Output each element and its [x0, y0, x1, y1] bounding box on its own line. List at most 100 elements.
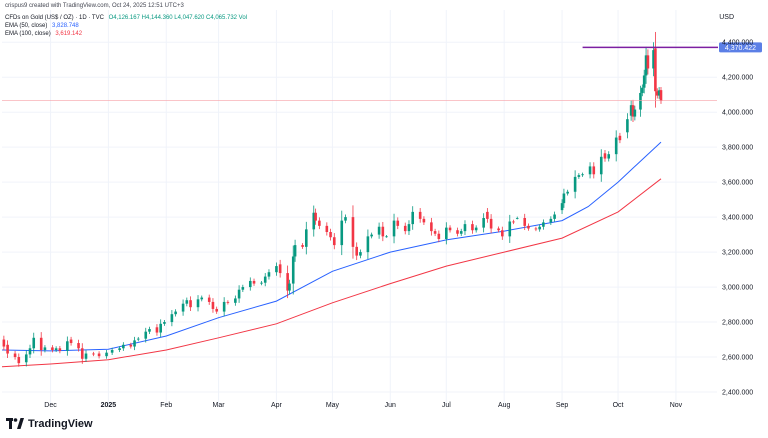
candle-body [189, 300, 192, 308]
candle-body [105, 352, 108, 357]
candle [515, 216, 519, 220]
currency-label[interactable]: USD [719, 14, 734, 21]
ema50-series [1, 141, 662, 352]
candle [66, 336, 69, 356]
candle-body [411, 211, 415, 225]
candle [618, 132, 622, 144]
candle [263, 273, 267, 287]
x-tick-label: Aug [498, 402, 511, 409]
candle-body [626, 119, 629, 133]
candle-body [332, 237, 336, 246]
candle [260, 281, 263, 286]
candle-body [403, 225, 407, 232]
tradingview-logo-icon [6, 418, 24, 429]
candle [527, 223, 530, 231]
candle [118, 346, 121, 353]
x-tick-label: Oct [613, 402, 624, 409]
legend-ema100-row[interactable]: EMA (100, close) 3,619.142 [5, 30, 247, 38]
candle [646, 49, 650, 75]
candle-body [344, 217, 347, 221]
candle [80, 343, 84, 364]
candle-body [174, 311, 177, 315]
candle-body [318, 220, 321, 226]
candle [2, 335, 6, 351]
candle-body [148, 329, 151, 332]
candle [185, 297, 189, 307]
candle [655, 88, 659, 99]
candle-body [448, 227, 452, 231]
candle-body [641, 87, 644, 93]
candle [538, 224, 541, 232]
candle [32, 332, 36, 354]
candle-body [562, 193, 566, 204]
candle-body [588, 166, 592, 175]
candle [129, 342, 133, 349]
candle [226, 300, 230, 305]
candle [639, 85, 642, 117]
candle-body [392, 220, 396, 237]
legend-ema50-row[interactable]: EMA (50, close) 3,828.748 [5, 22, 247, 30]
symbol-title[interactable]: CFDs on Gold (US$ / OZ) · 1D · TVC [5, 15, 104, 21]
x-tick-label: 2025 [101, 402, 117, 409]
candle [370, 232, 373, 239]
candle-body [629, 105, 633, 116]
candle-body [51, 347, 54, 351]
candle-body [312, 212, 316, 230]
candle-body [6, 344, 9, 354]
tradingview-logo[interactable]: TradingView [6, 418, 93, 430]
candle-body [163, 322, 166, 324]
candle [471, 220, 474, 234]
candle [381, 221, 385, 242]
candle [248, 277, 252, 291]
candle [159, 319, 162, 338]
candle-body [607, 154, 611, 159]
candle-body [110, 350, 114, 353]
y-tick-label: 4,000.000 [722, 110, 753, 117]
tradingview-wordmark: TradingView [28, 418, 93, 430]
candle-body [497, 228, 500, 231]
candle-body [181, 303, 185, 312]
candle [105, 350, 108, 359]
candle [577, 173, 581, 179]
candle-body [215, 308, 218, 312]
candle [351, 205, 355, 259]
y-tick-label: 3,400.000 [722, 215, 753, 222]
candle-body [512, 221, 515, 223]
candle-body [657, 90, 661, 96]
candle-body [599, 156, 603, 175]
candle-body [659, 90, 663, 101]
candle [445, 222, 448, 245]
candle [241, 284, 245, 293]
candle [542, 219, 545, 230]
candle-body [633, 109, 637, 117]
candle-body [534, 228, 538, 230]
y-tick-label: 4,400.000 [722, 40, 753, 47]
candle-body [407, 224, 411, 232]
candle [84, 350, 88, 363]
candle-body [422, 218, 426, 223]
candle [237, 285, 241, 303]
candle [340, 210, 344, 256]
candle-body [573, 176, 577, 192]
candle-body [396, 220, 400, 226]
candle [286, 265, 289, 299]
candle [163, 320, 166, 326]
candle-body [77, 343, 80, 349]
candle-body [351, 217, 355, 247]
candle-body [241, 287, 245, 290]
candle [278, 259, 282, 278]
ohlc-values: O4,126.167 H4,144.360 L4,047.620 C4,065.… [108, 15, 248, 21]
candle [110, 347, 114, 355]
ema100-line [1, 178, 662, 368]
candle-body [577, 175, 581, 177]
candle [631, 99, 635, 122]
candle-body [122, 344, 125, 349]
candle [549, 216, 553, 225]
candle [51, 345, 54, 353]
candle-body [304, 229, 308, 247]
candle-body [2, 339, 6, 347]
candle [603, 150, 607, 162]
candle-body [196, 299, 200, 308]
candle [325, 222, 329, 236]
